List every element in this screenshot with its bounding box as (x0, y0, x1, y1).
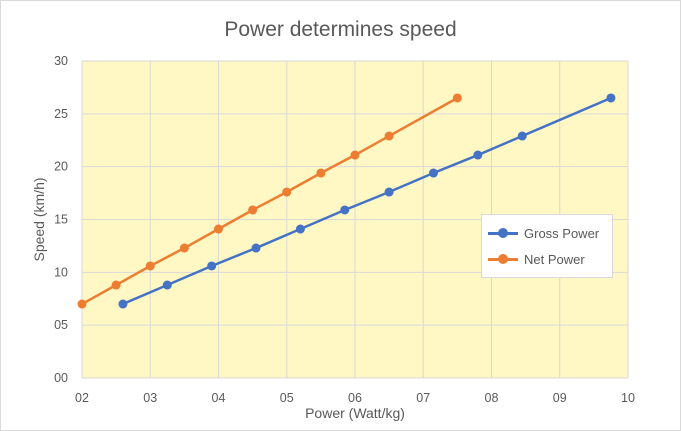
data-point-gross-power (162, 280, 172, 290)
legend-label-gross-power: Gross Power (524, 225, 600, 241)
chart-title: Power determines speed (224, 18, 457, 41)
legend-item-net-power: Net Power (488, 249, 585, 269)
legend-swatch-net-power (488, 252, 518, 266)
data-point-gross-power (384, 187, 394, 197)
x-tick-label: 03 (143, 391, 157, 405)
data-point-gross-power (473, 150, 483, 160)
x-tick-label: 08 (485, 391, 499, 405)
y-tick-label: 15 (54, 213, 68, 227)
data-point-net-power (111, 280, 121, 290)
y-tick-label: 25 (54, 107, 68, 121)
data-point-gross-power (251, 243, 261, 253)
data-point-gross-power (517, 131, 527, 141)
data-point-net-power (316, 168, 326, 178)
data-point-gross-power (428, 168, 438, 178)
x-tick-label: 05 (280, 391, 294, 405)
chart-legend: Gross Power Net Power (481, 214, 613, 278)
y-axis-title: Speed (km/h) (31, 177, 47, 261)
data-point-gross-power (207, 261, 217, 271)
data-point-gross-power (606, 93, 616, 103)
x-tick-label: 06 (348, 391, 362, 405)
data-point-net-power (179, 243, 189, 253)
y-tick-label: 10 (54, 265, 68, 279)
legend-item-gross-power: Gross Power (488, 223, 599, 243)
data-point-net-power (214, 224, 223, 234)
y-tick-label: 00 (54, 371, 68, 385)
data-point-net-power (248, 205, 258, 215)
y-tick-label: 20 (54, 160, 68, 174)
data-point-gross-power (118, 299, 128, 309)
data-point-net-power (384, 131, 394, 141)
x-tick-label: 07 (416, 391, 430, 405)
x-tick-label: 10 (621, 391, 635, 405)
x-axis-title: Power (Watt/kg) (305, 405, 405, 421)
data-point-net-power (77, 299, 87, 309)
legend-label-net-power: Net Power (524, 251, 585, 267)
x-tick-label: 02 (75, 391, 89, 405)
data-point-net-power (452, 93, 462, 103)
legend-swatch-gross-power (488, 226, 518, 240)
y-tick-label: 30 (54, 54, 68, 68)
data-point-gross-power (295, 224, 305, 234)
data-point-net-power (145, 261, 155, 271)
data-point-gross-power (340, 205, 350, 215)
x-tick-label: 09 (553, 391, 567, 405)
data-point-net-power (350, 150, 360, 160)
x-tick-label: 04 (212, 391, 226, 405)
data-point-net-power (282, 187, 292, 197)
y-tick-label: 05 (54, 318, 68, 332)
